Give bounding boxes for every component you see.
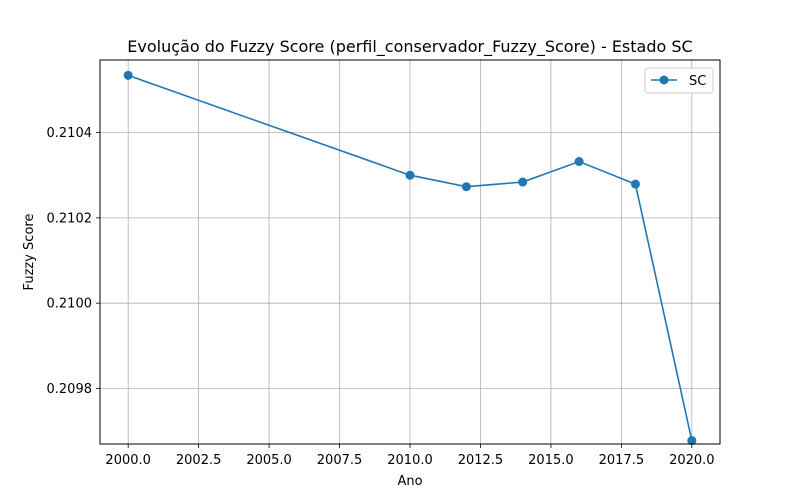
x-tick-label: 2000.0: [105, 453, 151, 468]
data-point: [123, 70, 133, 80]
x-tick-label: 2015.0: [528, 453, 574, 468]
data-point: [687, 436, 697, 446]
x-axis: 2000.0 2002.5 2005.0 2007.5 2010.0 2012.5 2015…: [105, 444, 715, 468]
x-tick-label: 2002.5: [176, 453, 222, 468]
x-tick-label: 2010.0: [387, 453, 433, 468]
y-axis-label: Fuzzy Score: [22, 214, 37, 291]
x-tick-label: 2012.5: [458, 453, 504, 468]
chart-title: Evolução do Fuzzy Score (perfil_conserva…: [127, 37, 692, 57]
x-axis-label: Ano: [397, 474, 422, 489]
x-tick-label: 2007.5: [317, 453, 363, 468]
y-tick-label: 0.2098: [47, 382, 93, 397]
x-tick-label: 2005.0: [246, 453, 292, 468]
legend-label-sc: SC: [689, 74, 706, 89]
legend: SC: [644, 67, 714, 94]
data-point: [574, 157, 584, 167]
y-axis: 0.2098 0.2100 0.2102 0.2104: [47, 126, 100, 397]
data-point: [518, 177, 528, 187]
series-layer: [123, 70, 697, 446]
grid-lines: [100, 60, 720, 444]
data-point: [405, 170, 415, 180]
legend-box: [644, 67, 714, 94]
y-tick-label: 0.2100: [47, 297, 93, 312]
y-tick-label: 0.2102: [47, 211, 93, 226]
x-tick-label: 2017.5: [599, 453, 645, 468]
data-point: [461, 182, 471, 192]
data-point: [630, 179, 640, 189]
y-tick-label: 0.2104: [47, 126, 93, 141]
legend-series-marker: [659, 75, 669, 85]
x-tick-label: 2020.0: [669, 453, 715, 468]
